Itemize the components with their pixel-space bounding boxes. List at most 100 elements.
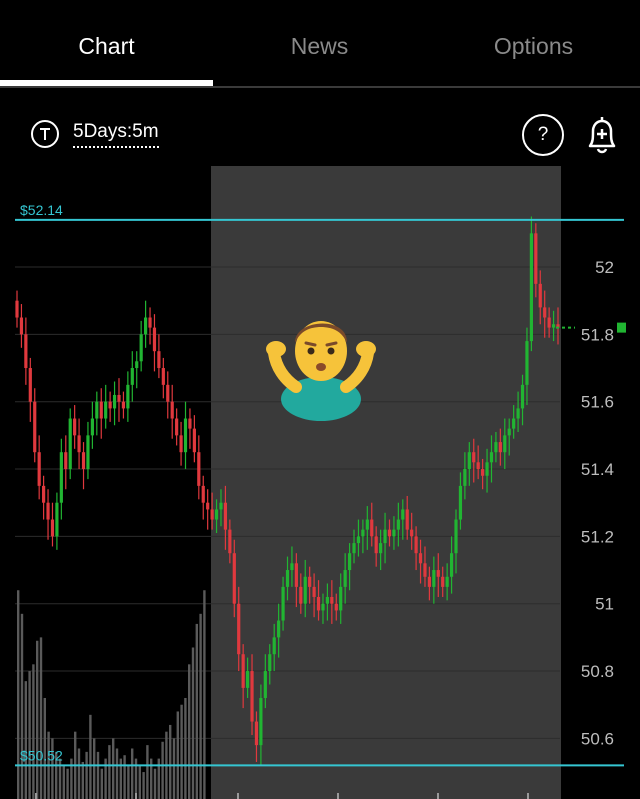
volume-bar [55, 751, 58, 799]
candle-body [104, 401, 108, 419]
candle-body [272, 637, 276, 655]
volume-bar [62, 765, 65, 799]
candle-body [494, 442, 498, 453]
candle-body [347, 553, 352, 571]
candle-body [396, 519, 400, 530]
candle-body [503, 435, 507, 453]
y-tick-label: 51.8 [581, 325, 614, 344]
candle-body [259, 697, 263, 746]
y-tick-label: 50.8 [581, 662, 614, 681]
candle-body [241, 654, 245, 688]
candle-body [436, 570, 440, 577]
candle-body [285, 570, 290, 587]
candle-body [201, 485, 205, 503]
candle-body [126, 384, 130, 409]
candle-body [312, 586, 316, 597]
y-tick-label: 51 [595, 595, 614, 614]
candle-body [219, 502, 223, 510]
candle-body [427, 576, 432, 587]
candle-body [64, 452, 68, 470]
tab-news[interactable]: News [290, 33, 349, 59]
volume-bar [100, 768, 103, 799]
trend-line-icon[interactable] [31, 120, 59, 148]
candle-body [507, 428, 511, 436]
volume-bars [17, 590, 206, 799]
candle-body [206, 502, 210, 510]
period-selector[interactable]: 5Days:5m [73, 121, 159, 148]
candle-body [237, 603, 241, 655]
candle-body [543, 307, 547, 318]
candle-body [24, 334, 28, 369]
volume-bar [96, 751, 100, 799]
volume-bar [142, 772, 145, 799]
candle-body [152, 327, 157, 352]
candle-body [294, 563, 298, 587]
volume-bar [172, 738, 176, 799]
candle-body [95, 401, 99, 419]
volume-bar [119, 758, 122, 799]
candle-body [188, 418, 192, 429]
y-axis: 52 51.8 51.6 51.4 51.2 51 50.8 50.6 [581, 258, 614, 748]
volume-bar [169, 724, 172, 799]
candle-body [277, 620, 281, 638]
volume-bar [36, 640, 39, 799]
candle-body [121, 401, 126, 409]
volume-bar [199, 613, 202, 799]
candle-body [441, 576, 445, 587]
candle-body [183, 418, 188, 453]
candle-body [245, 671, 250, 688]
candlestick-chart[interactable]: $52.14 $50.52 52 51.8 51.6 51.4 51.2 51 50.8 50.… [0, 160, 640, 799]
candle-body [254, 721, 259, 746]
candle-body [55, 502, 59, 537]
volume-bar [203, 590, 206, 799]
candle-body [15, 300, 19, 318]
candle-body [370, 519, 374, 537]
candle-body [525, 341, 529, 385]
help-button[interactable]: ? [522, 114, 564, 156]
volume-bar [81, 761, 84, 799]
candle-body [445, 576, 449, 587]
volume-bar [191, 647, 195, 799]
volume-bar [131, 748, 134, 799]
volume-bar [32, 664, 35, 799]
candle-body [170, 401, 174, 419]
candle-body [73, 418, 77, 436]
candle-body [303, 576, 307, 604]
volume-bar [161, 741, 164, 799]
candle-body [520, 384, 525, 409]
candle-body [214, 509, 219, 520]
candle-body [77, 435, 81, 453]
candle-body [19, 317, 24, 335]
candle-body [197, 452, 201, 486]
candle-body [268, 654, 272, 672]
candle-body [383, 529, 387, 544]
shaded-region [211, 166, 561, 799]
volume-bar [28, 671, 31, 799]
add-alert-bell-icon[interactable] [584, 114, 620, 156]
candle-body [250, 671, 254, 722]
candle-body [161, 368, 165, 385]
candle-body [414, 536, 418, 554]
tab-options[interactable]: Options [493, 33, 574, 59]
candle-body [316, 596, 321, 611]
candle-body [148, 317, 152, 328]
volume-bar [17, 590, 20, 799]
candle-body [449, 553, 454, 577]
volume-bar [150, 758, 153, 799]
candle-body [410, 529, 414, 537]
candle-body [556, 324, 560, 328]
candle-body [330, 596, 334, 604]
candle-body [99, 401, 103, 419]
candle-body [135, 361, 139, 369]
candle-body [418, 553, 423, 564]
tab-chart[interactable]: Chart [78, 33, 135, 59]
candle-body [365, 519, 369, 530]
candle-body [454, 519, 458, 554]
candle-body [157, 351, 161, 369]
candle-body [423, 563, 427, 577]
candle-body [42, 485, 46, 503]
candle-body [90, 418, 94, 436]
price-chart[interactable]: $52.14 $50.52 52 51.8 51.6 51.4 51.2 51 50.8 50.… [0, 160, 640, 799]
volume-bar [58, 758, 62, 799]
candle-body [228, 529, 232, 554]
